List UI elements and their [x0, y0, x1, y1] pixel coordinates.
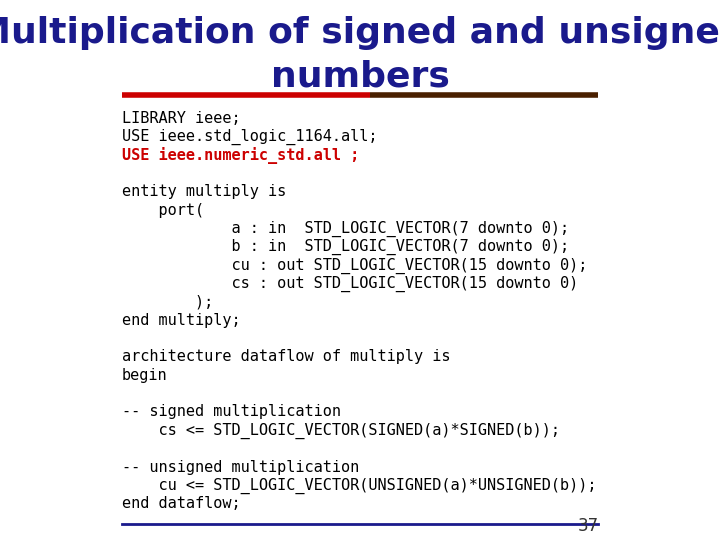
Text: cu <= STD_LOGIC_VECTOR(UNSIGNED(a)*UNSIGNED(b));: cu <= STD_LOGIC_VECTOR(UNSIGNED(a)*UNSIG…: [122, 478, 596, 494]
Text: begin: begin: [122, 368, 167, 383]
Text: -- signed multiplication: -- signed multiplication: [122, 404, 341, 420]
Text: end multiply;: end multiply;: [122, 313, 240, 328]
Text: LIBRARY ieee;: LIBRARY ieee;: [122, 111, 240, 126]
Text: 37: 37: [577, 517, 598, 535]
Text: b : in  STD_LOGIC_VECTOR(7 downto 0);: b : in STD_LOGIC_VECTOR(7 downto 0);: [122, 239, 569, 255]
Text: a : in  STD_LOGIC_VECTOR(7 downto 0);: a : in STD_LOGIC_VECTOR(7 downto 0);: [122, 221, 569, 237]
Text: cs <= STD_LOGIC_VECTOR(SIGNED(a)*SIGNED(b));: cs <= STD_LOGIC_VECTOR(SIGNED(a)*SIGNED(…: [122, 423, 559, 439]
Text: Multiplication of signed and unsigned: Multiplication of signed and unsigned: [0, 16, 720, 50]
Text: cu : out STD_LOGIC_VECTOR(15 downto 0);: cu : out STD_LOGIC_VECTOR(15 downto 0);: [122, 258, 587, 274]
Text: architecture dataflow of multiply is: architecture dataflow of multiply is: [122, 349, 450, 364]
Text: port(: port(: [122, 202, 204, 218]
Text: entity multiply is: entity multiply is: [122, 184, 286, 199]
Text: );: );: [122, 294, 213, 309]
Text: USE ieee.std_logic_1164.all;: USE ieee.std_logic_1164.all;: [122, 129, 377, 145]
Text: USE ieee.numeric_std.all ;: USE ieee.numeric_std.all ;: [122, 147, 359, 164]
Text: numbers: numbers: [271, 59, 449, 93]
Text: cs : out STD_LOGIC_VECTOR(15 downto 0): cs : out STD_LOGIC_VECTOR(15 downto 0): [122, 276, 578, 292]
Text: end dataflow;: end dataflow;: [122, 496, 240, 511]
Text: -- unsigned multiplication: -- unsigned multiplication: [122, 460, 359, 475]
